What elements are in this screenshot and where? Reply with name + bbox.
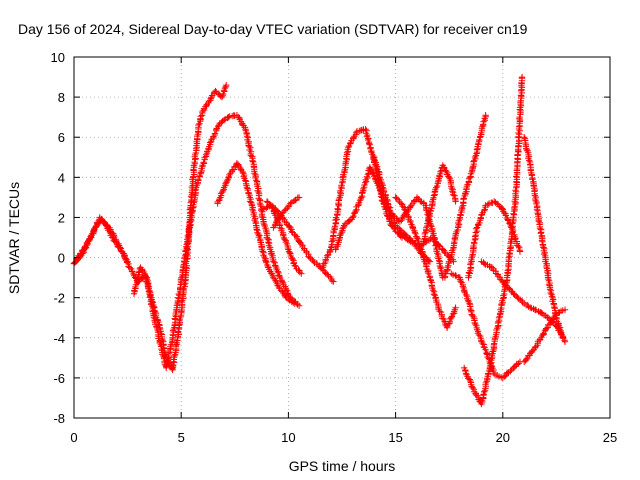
data-point-markers: [131, 112, 302, 371]
series-track-15: [448, 270, 523, 381]
y-tick-label: 6: [58, 130, 65, 145]
sdtvar-chart: Day 156 of 2024, Sidereal Day-to-day VTE…: [0, 0, 640, 480]
x-tick-label: 20: [496, 430, 510, 445]
y-tick-label: -6: [53, 371, 65, 386]
series-track-3: [131, 112, 302, 371]
series-track-9: [332, 164, 433, 265]
y-axis-label: SDTVAR / TECUs: [6, 182, 22, 294]
y-tick-label: 4: [58, 170, 65, 185]
data-point-markers: [448, 270, 523, 381]
y-tick-label: -4: [53, 331, 65, 346]
y-tick-label: 2: [58, 210, 65, 225]
x-tick-label: 5: [178, 430, 185, 445]
y-tick-label: -2: [53, 291, 65, 306]
x-tick-label: 25: [603, 430, 617, 445]
y-tick-label: -8: [53, 411, 65, 426]
data-point-markers: [332, 164, 433, 265]
x-axis-label: GPS time / hours: [289, 458, 396, 474]
y-tick-label: 8: [58, 90, 65, 105]
x-tick-label: 10: [281, 430, 295, 445]
data-marks: [71, 74, 568, 407]
y-tick-label: 0: [58, 251, 65, 266]
y-tick-label: 10: [51, 50, 65, 65]
x-tick-label: 15: [388, 430, 402, 445]
x-tick-label: 0: [70, 430, 77, 445]
chart-title: Day 156 of 2024, Sidereal Day-to-day VTE…: [18, 21, 528, 37]
